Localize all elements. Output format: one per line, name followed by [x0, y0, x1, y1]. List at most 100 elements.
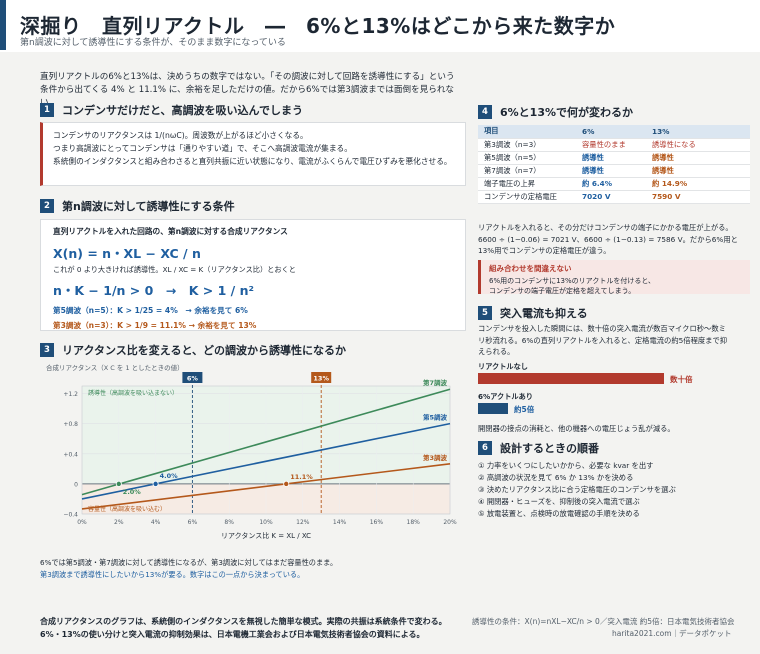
inrush-bar-value: 約5倍 [514, 405, 535, 414]
y-tick-label: −0.4 [63, 512, 78, 519]
x-tick-label: 12% [296, 519, 310, 526]
table-cell: 誘導性 [576, 151, 646, 165]
step-item: ① 力率をいくつにしたいかから、必要な kvar を出す [478, 461, 654, 470]
formula-condition: n・K − 1/n > 0 → K > 1 / n² [53, 283, 254, 298]
section-number: 1 [40, 103, 54, 117]
x-tick-label: 16% [370, 519, 384, 526]
formula-note: これが 0 より大きければ誘導性。XL / XC = K（リアクタンス比）とおく… [53, 265, 296, 274]
footer-note: 合成リアクタンスのグラフは、系統側のインダクタンスを無視した簡単な模式。実際の共… [40, 617, 447, 626]
page-subtitle: 第n調波に対して誘導性にする条件が、そのまま数字になっている [20, 38, 286, 48]
table-row: 第3調波（n=3） 容量性のまま 誘導性になる [478, 138, 750, 152]
section-1-header: 1 コンデンサだけだと、高調波を吸い込んでしまう [40, 102, 303, 118]
text-line: リアクトルを入れると、その分だけコンデンサの端子にかかる電圧が上がる。 [478, 223, 733, 232]
table-cell: 端子電圧の上昇 [478, 177, 576, 191]
section-title: 突入電流も抑える [500, 307, 588, 320]
y-tick-label: +0.8 [63, 421, 78, 428]
zero-crossing-label: 4.0% [160, 472, 179, 480]
section-2-card: 直列リアクトルを入れた回路の、第n調波に対する合成リアクタンス X(n) = n… [40, 219, 466, 331]
series-line [81, 388, 451, 496]
x-tick-label: 18% [407, 519, 421, 526]
table-cell: 誘導性 [576, 164, 646, 178]
footer-source: 誘導性の条件：X(n)=nXL−XC/n > 0／突入電流 約5倍：日本電気技術… [472, 617, 735, 626]
table-cell: 第7調波（n=7） [478, 164, 576, 178]
formula-reactance: X(n) = n・XL − XC / n [53, 246, 201, 261]
zero-crossing-point [115, 480, 122, 487]
section-5-text: コンデンサを投入した瞬間には、数十倍の突入電流が数百マイクロ秒〜数ミ リ秒流れる… [478, 323, 750, 358]
region-label-capacitive: 容量性（高調波を吸い込む） [88, 505, 166, 513]
table-header: 13% [646, 125, 750, 139]
series-line [81, 462, 451, 510]
inrush-bar-label: リアクトルなし [478, 362, 528, 371]
section-5-note: 開閉器の接点の消耗と、他の機器への電圧じょう乱が減る。 [478, 424, 675, 433]
table-row: 端子電圧の上昇 約 6.4% 約 14.9% [478, 177, 750, 191]
section-number: 6 [478, 441, 492, 455]
result-5th: 第5調波（n=5）：K > 1/25 = 4% → 余裕を見て 6% [53, 306, 248, 315]
x-tick-label: 8% [224, 519, 234, 526]
series-label: 第7調波 [423, 378, 448, 387]
section-title: 6%と13%で何が変わるか [500, 106, 634, 119]
warning-title: 組み合わせを間違えない [489, 264, 572, 273]
x-tick-label: 6% [188, 519, 198, 526]
plot-border [81, 385, 451, 515]
chart-caption-emphasis: 第3調波まで誘導性にしたいから13%が要る。数字はこの一点から決まっている。 [40, 570, 305, 579]
inrush-bar-no-reactor [478, 373, 664, 384]
step-item: ⑤ 放電装置と、点検時の放電確認の手順を決める [478, 509, 640, 518]
x-tick-label: 10% [259, 519, 273, 526]
section-title: コンデンサだけだと、高調波を吸い込んでしまう [62, 104, 304, 117]
series-label: 第3調波 [423, 453, 448, 462]
section-2-header: 2 第n調波に対して誘導性にする条件 [40, 198, 235, 214]
header-accent-bar [0, 0, 6, 50]
table-cell: 容量性のまま [576, 138, 646, 152]
table-cell: 第3調波（n=3） [478, 138, 576, 152]
text-line: 6600 ÷ (1−0.06) = 7021 V、6600 ÷ (1−0.13)… [478, 234, 738, 244]
reactance-chart: +1.2 +0.8 +0.4 0 −0.4 0% 2% 4% 6% 8% 10% 12% 14% 16% 1… [40, 360, 466, 550]
table-cell: 第5調波（n=5） [478, 151, 576, 165]
section-number: 5 [478, 306, 492, 320]
marker-badge [182, 372, 203, 383]
section-5-header: 5 突入電流も抑える [478, 305, 588, 321]
y-tick-label: 0 [74, 481, 78, 488]
table-cell: 誘導性 [646, 151, 750, 165]
step-item: ③ 決めたリアクタンス比に合う定格電圧のコンデンサを選ぶ [478, 485, 676, 494]
card-line: つまり高調波にとってコンデンサは「通りやすい道」で、そこへ高調波電流が集まる。 [53, 144, 352, 153]
page-title: 深掘り 直列リアクトル ― 6%と13%はどこから来た数字か [20, 14, 616, 38]
x-tick-label: 2% [114, 519, 124, 526]
table-header: 項目 [478, 125, 576, 139]
zero-crossing-label: 11.1% [290, 473, 313, 481]
table-row: 第7調波（n=7） 誘導性 誘導性 [478, 164, 750, 178]
y-tick-label: +0.4 [63, 451, 78, 458]
section-1-card: コンデンサのリアクタンスは 1/(nωC)。周波数が上がるほど小さくなる。 つま… [40, 122, 466, 186]
chart-caption: 6%では第5調波・第7調波に対して誘導性になるが、第3調波に対してはまだ容量性の… [40, 558, 338, 567]
comparison-table: 項目 6% 13% 第3調波（n=3） 容量性のまま 誘導性になる 第5調波（n… [478, 125, 750, 204]
chart-svg: +1.2 +0.8 +0.4 0 −0.40% 2% 4% 6% 8% 10% 12% 14% 16% 1… [46, 363, 457, 540]
marker-badge [311, 372, 332, 383]
section-number: 4 [478, 105, 492, 119]
section-number: 3 [40, 343, 54, 357]
inrush-bar-label: 6%アクトルあり [478, 392, 533, 401]
warning-box: 組み合わせを間違えない 6%用のコンデンサに13%のリアクトルを付けると、 コン… [478, 260, 750, 295]
x-tick-label: 0% [77, 519, 87, 526]
y-tick-label: +1.2 [63, 391, 78, 398]
zero-crossing-label: 2.0% [123, 488, 142, 496]
section-number: 2 [40, 199, 54, 213]
table-row: 第5調波（n=5） 誘導性 誘導性 [478, 151, 750, 165]
table-cell: 7020 V [576, 190, 646, 204]
result-3rd: 第3調波（n=3）：K > 1/9 = 11.1% → 余裕を見て 13% [53, 321, 257, 330]
table-cell: コンデンサの定格電圧 [478, 190, 576, 204]
series-label: 第5調波 [423, 413, 448, 422]
card-line: コンデンサのリアクタンスは 1/(nωC)。周波数が上がるほど小さくなる。 [53, 131, 308, 140]
x-tick-label: 20% [443, 519, 457, 526]
design-steps: ① 力率をいくつにしたいかから、必要な kvar を出す ② 高調波の状況を見て… [478, 460, 676, 520]
marker-label: 13% [313, 375, 329, 383]
text-line: 13%用でコンデンサの定格電圧が違う。 [478, 246, 611, 255]
region-label-inductive: 誘導性（高調波を吸い込まない） [88, 389, 178, 397]
x-tick-label: 4% [151, 519, 161, 526]
section-4-header: 4 6%と13%で何が変わるか [478, 104, 633, 120]
table-header-row: 項目 6% 13% [478, 125, 750, 139]
zero-crossing-point [283, 480, 290, 487]
table-cell: 約 14.9% [646, 177, 750, 191]
x-tick-label: 14% [333, 519, 347, 526]
footer-credit: harita2021.com｜データポケット [612, 629, 732, 638]
table-row: コンデンサの定格電圧 7020 V 7590 V [478, 190, 750, 204]
table-cell: 誘導性になる [646, 138, 750, 152]
